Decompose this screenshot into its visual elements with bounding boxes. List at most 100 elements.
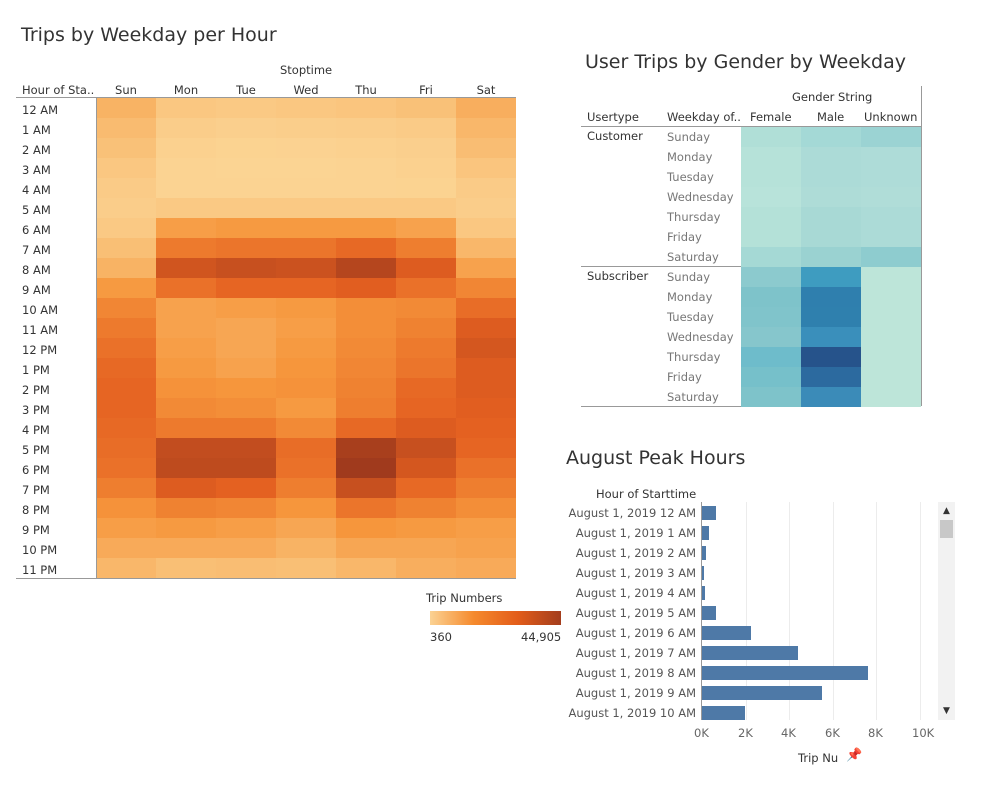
gender-cell[interactable] [741,347,801,367]
heatmap-cell[interactable] [96,358,156,378]
gender-cell[interactable] [741,287,801,307]
heatmap-cell[interactable] [276,458,336,478]
heatmap-cell[interactable] [456,438,516,458]
heatmap-cell[interactable] [156,278,216,298]
heatmap-cell[interactable] [156,438,216,458]
bar[interactable] [702,506,716,520]
bar[interactable] [702,606,716,620]
peak-x-axis-title[interactable]: Trip Nu [798,751,839,765]
heatmap-cell[interactable] [396,438,456,458]
heatmap-cell[interactable] [396,418,456,438]
heatmap-cell[interactable] [96,258,156,278]
gender-cell[interactable] [741,167,801,187]
heatmap-cell[interactable] [336,298,396,318]
bar[interactable] [702,586,705,600]
gender-cell[interactable] [741,267,801,287]
heatmap-cell[interactable] [396,518,456,538]
heatmap-cell[interactable] [396,98,456,118]
heatmap-cell[interactable] [96,198,156,218]
heatmap-cell[interactable] [336,318,396,338]
heatmap-cell[interactable] [336,398,396,418]
heatmap-cell[interactable] [96,378,156,398]
bar[interactable] [702,666,868,680]
heatmap-cell[interactable] [276,398,336,418]
heatmap-cell[interactable] [456,358,516,378]
heatmap-cell[interactable] [336,438,396,458]
heatmap-cell[interactable] [216,158,276,178]
heatmap-cell[interactable] [96,518,156,538]
bar[interactable] [702,566,704,580]
heatmap-cell[interactable] [156,358,216,378]
heatmap-cell[interactable] [456,258,516,278]
heatmap-cell[interactable] [156,478,216,498]
gender-cell[interactable] [741,187,801,207]
heatmap-cell[interactable] [216,138,276,158]
heatmap-cell[interactable] [276,378,336,398]
heatmap-cell[interactable] [456,518,516,538]
gender-cell[interactable] [861,287,921,307]
heatmap-cell[interactable] [96,298,156,318]
heatmap-cell[interactable] [396,318,456,338]
gender-cell[interactable] [801,307,861,327]
scroll-down-icon[interactable]: ▼ [943,706,950,716]
gender-cell[interactable] [801,167,861,187]
pin-icon[interactable]: 📌 [846,748,863,763]
heatmap-cell[interactable] [216,378,276,398]
gender-cell[interactable] [801,387,861,407]
heatmap-cell[interactable] [156,498,216,518]
heatmap-cell[interactable] [216,118,276,138]
gender-cell[interactable] [741,127,801,147]
heatmap-cell[interactable] [156,198,216,218]
heatmap-cell[interactable] [336,518,396,538]
heatmap-cell[interactable] [216,298,276,318]
heatmap-cell[interactable] [216,538,276,558]
heatmap-col-sun[interactable]: Sun [115,83,137,97]
heatmap-cell[interactable] [396,258,456,278]
heatmap-cell[interactable] [156,178,216,198]
heatmap-cell[interactable] [456,498,516,518]
gender-cell[interactable] [861,147,921,167]
heatmap-cell[interactable] [276,238,336,258]
female-header[interactable]: Female [750,110,792,124]
gender-cell[interactable] [861,127,921,147]
heatmap-cell[interactable] [336,478,396,498]
heatmap-cell[interactable] [276,278,336,298]
heatmap-cell[interactable] [216,218,276,238]
gender-cell[interactable] [801,227,861,247]
heatmap-cell[interactable] [336,178,396,198]
heatmap-cell[interactable] [396,178,456,198]
heatmap-cell[interactable] [156,518,216,538]
heatmap-cell[interactable] [216,258,276,278]
gender-cell[interactable] [741,247,801,267]
heatmap-cell[interactable] [156,98,216,118]
heatmap-cell[interactable] [336,118,396,138]
heatmap-cell[interactable] [156,298,216,318]
heatmap-cell[interactable] [96,158,156,178]
heatmap-cell[interactable] [216,198,276,218]
gender-cell[interactable] [801,327,861,347]
heatmap-cell[interactable] [396,338,456,358]
usertype-header[interactable]: Usertype [587,110,639,124]
heatmap-col-wed[interactable]: Wed [293,83,319,97]
heatmap-cell[interactable] [276,218,336,238]
heatmap-cell[interactable] [96,278,156,298]
heatmap-cell[interactable] [276,198,336,218]
gender-cell[interactable] [861,267,921,287]
heatmap-cell[interactable] [96,438,156,458]
heatmap-cell[interactable] [156,158,216,178]
heatmap-cell[interactable] [276,298,336,318]
heatmap-cell[interactable] [276,318,336,338]
gender-cell[interactable] [861,387,921,407]
heatmap-cell[interactable] [456,538,516,558]
heatmap-cell[interactable] [336,538,396,558]
gender-cell[interactable] [861,187,921,207]
heatmap-col-thu[interactable]: Thu [355,83,377,97]
gender-cell[interactable] [801,287,861,307]
heatmap-cell[interactable] [336,418,396,438]
heatmap-cell[interactable] [396,458,456,478]
heatmap-cell[interactable] [456,318,516,338]
heatmap-cell[interactable] [216,498,276,518]
heatmap-cell[interactable] [456,98,516,118]
gender-cell[interactable] [861,207,921,227]
heatmap-cell[interactable] [456,118,516,138]
